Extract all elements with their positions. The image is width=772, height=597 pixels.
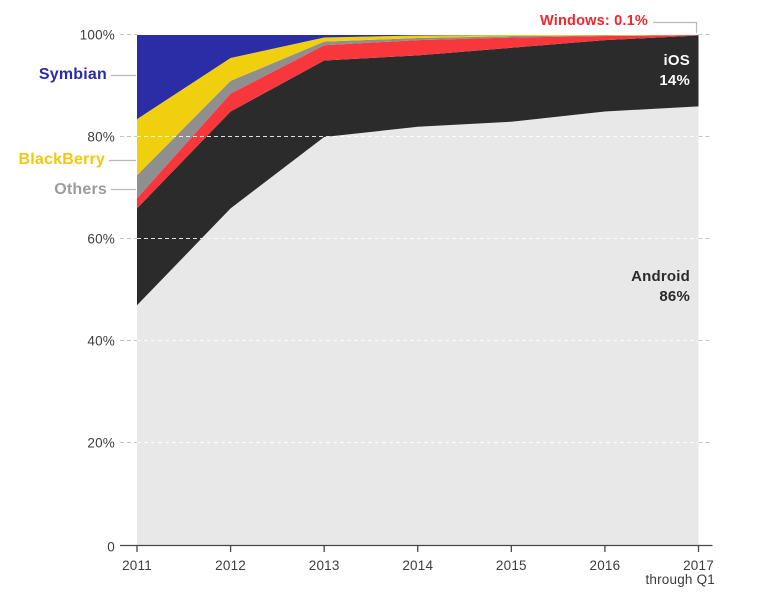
- y-tick-label: 20%: [87, 435, 115, 451]
- y-tick-label: 40%: [87, 333, 115, 349]
- x-tick-label: 2012: [215, 558, 246, 573]
- android-annotation-value: 86%: [659, 288, 690, 305]
- windows-annotation: Windows: 0.1%: [539, 13, 648, 29]
- area-android: [137, 106, 699, 546]
- ios-annotation: iOS 14%: [659, 51, 690, 91]
- android-annotation: Android 86%: [631, 267, 690, 307]
- symbian-series-label: Symbian: [38, 66, 107, 83]
- y-tick-label: 100%: [79, 27, 115, 43]
- x-tick-label: 2016: [589, 558, 621, 573]
- others-series-label: Others: [54, 181, 107, 198]
- area-ios: [137, 35, 699, 306]
- ios-annotation-name: iOS: [663, 52, 690, 69]
- blackberry-series-label: BlackBerry: [18, 151, 105, 168]
- x-tick-label: 2017: [683, 558, 714, 573]
- windows-connector-line: [653, 21, 698, 33]
- ios-annotation-value: 14%: [659, 72, 690, 89]
- x-tick-label: 2013: [308, 558, 340, 573]
- y-tick-label: 80%: [87, 129, 115, 145]
- x-axis-note: through Q1: [645, 572, 715, 587]
- area-windows: [137, 35, 699, 209]
- x-tick-label: 2014: [402, 558, 434, 573]
- y-tick-label: 0: [107, 539, 115, 555]
- x-tick-label: 2015: [495, 558, 527, 573]
- android-annotation-name: Android: [631, 268, 690, 285]
- area-symbian: [137, 35, 699, 120]
- y-tick-label: 60%: [87, 231, 115, 247]
- x-tick-label: 2011: [122, 558, 152, 573]
